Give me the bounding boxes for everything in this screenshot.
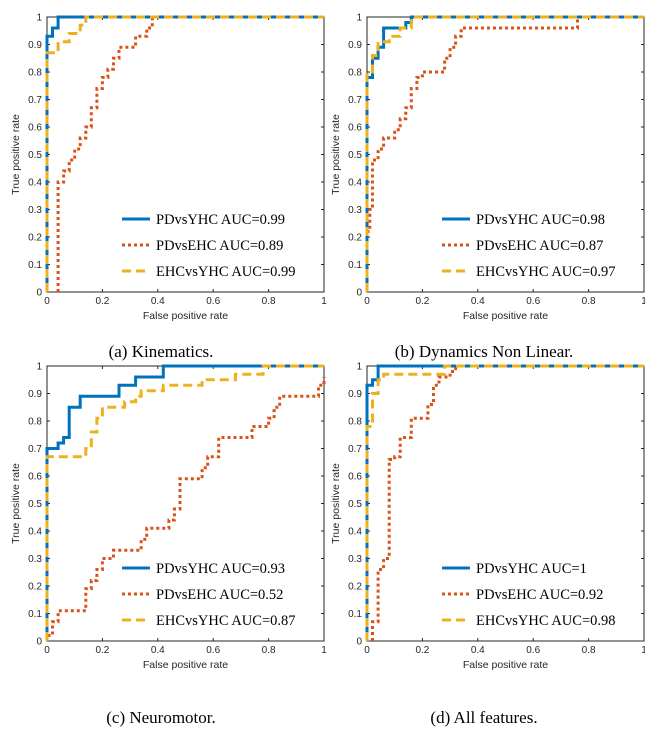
legend-label: PDvsYHC AUC=0.98 [476, 212, 605, 228]
y-tick-label: 0.8 [28, 68, 42, 79]
y-tick-label: 0.4 [28, 527, 42, 538]
y-tick-label: 0 [356, 637, 362, 648]
y-tick-label: 0.6 [348, 472, 362, 483]
caption-d: (d) All features. [323, 708, 645, 728]
y-tick-label: 0.2 [28, 582, 42, 593]
x-tick-label: 0.4 [471, 296, 485, 307]
x-tick-label: 0.6 [206, 296, 220, 307]
y-tick-label: 0.6 [28, 123, 42, 134]
x-axis-label: False positive rate [463, 659, 548, 671]
y-tick-label: 0.4 [348, 178, 362, 189]
x-tick-label: 0.4 [471, 645, 485, 656]
y-tick-label: 0.8 [348, 68, 362, 79]
y-tick-label: 0.4 [348, 527, 362, 538]
caption-b: (b) Dynamics Non Linear. [323, 342, 645, 362]
caption-c: (c) Neuromotor. [0, 708, 322, 728]
y-tick-label: 0.1 [28, 260, 42, 271]
y-tick-label: 0.5 [28, 150, 42, 161]
x-tick-label: 0.2 [95, 296, 109, 307]
legend-label: PDvsYHC AUC=1 [476, 561, 587, 577]
legend-label: EHCvsYHC AUC=0.97 [476, 264, 616, 280]
y-tick-label: 0.6 [348, 123, 362, 134]
y-tick-label: 0.5 [348, 499, 362, 510]
chart-b: 0 0.2 0.4 0.6 0.8 1 0 0.1 0.2 0.3 0.4 0.5 0.6 0.7 0.8 0… [330, 13, 645, 323]
y-tick-label: 0.8 [28, 417, 42, 428]
y-tick-label: 0.5 [348, 150, 362, 161]
x-axis-label: False positive rate [463, 310, 548, 322]
x-tick-label: 0.4 [151, 296, 165, 307]
x-tick-label: 0.6 [526, 296, 540, 307]
y-tick-label: 0.2 [348, 582, 362, 593]
y-tick-label: 1 [36, 362, 42, 373]
x-tick-label: 0.4 [151, 645, 165, 656]
y-tick-label: 0.5 [28, 499, 42, 510]
x-tick-label: 1 [641, 645, 645, 656]
y-tick-label: 0.7 [348, 444, 362, 455]
legend-label: PDvsYHC AUC=0.99 [156, 212, 285, 228]
y-tick-label: 0.3 [28, 554, 42, 565]
y-tick-label: 0.9 [28, 40, 42, 51]
x-tick-label: 0.2 [95, 645, 109, 656]
y-tick-label: 0.7 [28, 444, 42, 455]
y-tick-label: 0 [36, 288, 42, 299]
y-axis-label: True positive rate [10, 114, 22, 195]
chart-c: 0 0.2 0.4 0.6 0.8 1 0 0.1 0.2 0.3 0.4 0.5 0.6 0.7 0.8 0… [10, 362, 327, 672]
legend-label: PDvsYHC AUC=0.93 [156, 561, 285, 577]
x-tick-label: 0.2 [415, 645, 429, 656]
y-tick-label: 0.1 [28, 609, 42, 620]
x-tick-label: 0 [364, 296, 370, 307]
y-tick-label: 1 [36, 13, 42, 24]
y-tick-label: 0.3 [348, 554, 362, 565]
legend-label: PDvsEHC AUC=0.89 [156, 238, 283, 254]
x-tick-label: 0.6 [206, 645, 220, 656]
y-tick-label: 0.9 [348, 389, 362, 400]
y-axis-label: True positive rate [10, 463, 22, 544]
x-tick-label: 0.6 [526, 645, 540, 656]
x-tick-label: 1 [641, 296, 645, 307]
legend-label: EHCvsYHC AUC=0.98 [476, 613, 616, 629]
y-tick-label: 0.8 [348, 417, 362, 428]
legend-label: PDvsEHC AUC=0.92 [476, 587, 603, 603]
y-tick-label: 0.3 [348, 205, 362, 216]
y-tick-label: 0.7 [348, 95, 362, 106]
x-tick-label: 1 [321, 645, 327, 656]
y-tick-label: 0.1 [348, 260, 362, 271]
chart-a: 0 0.2 0.4 0.6 0.8 1 0 0.1 0.2 0.3 0.4 0.5 0.6 0.7 0.8 0… [10, 13, 327, 323]
legend-label: EHCvsYHC AUC=0.99 [156, 264, 296, 280]
x-tick-label: 0.8 [262, 645, 276, 656]
x-tick-label: 1 [321, 296, 327, 307]
y-tick-label: 0.6 [28, 472, 42, 483]
legend-label: PDvsEHC AUC=0.52 [156, 587, 283, 603]
chart-d: 0 0.2 0.4 0.6 0.8 1 0 0.1 0.2 0.3 0.4 0.5 0.6 0.7 0.8 0… [330, 362, 645, 672]
y-tick-label: 0.9 [348, 40, 362, 51]
y-tick-label: 0.1 [348, 609, 362, 620]
y-tick-label: 0.9 [28, 389, 42, 400]
x-axis-label: False positive rate [143, 659, 228, 671]
x-tick-label: 0 [44, 296, 50, 307]
y-tick-label: 0 [356, 288, 362, 299]
x-tick-label: 0.8 [262, 296, 276, 307]
x-tick-label: 0.8 [582, 645, 596, 656]
x-tick-label: 0.8 [582, 296, 596, 307]
y-tick-label: 0.2 [348, 233, 362, 244]
y-tick-label: 1 [356, 362, 362, 373]
y-tick-label: 1 [356, 13, 362, 24]
x-axis-label: False positive rate [143, 310, 228, 322]
y-axis-label: True positive rate [330, 463, 342, 544]
y-tick-label: 0.7 [28, 95, 42, 106]
x-tick-label: 0 [364, 645, 370, 656]
x-tick-label: 0.2 [415, 296, 429, 307]
y-tick-label: 0.4 [28, 178, 42, 189]
legend-label: PDvsEHC AUC=0.87 [476, 238, 603, 254]
y-tick-label: 0.2 [28, 233, 42, 244]
caption-a: (a) Kinematics. [0, 342, 322, 362]
x-tick-label: 0 [44, 645, 50, 656]
legend-label: EHCvsYHC AUC=0.87 [156, 613, 296, 629]
y-tick-label: 0 [36, 637, 42, 648]
y-axis-label: True positive rate [330, 114, 342, 195]
y-tick-label: 0.3 [28, 205, 42, 216]
